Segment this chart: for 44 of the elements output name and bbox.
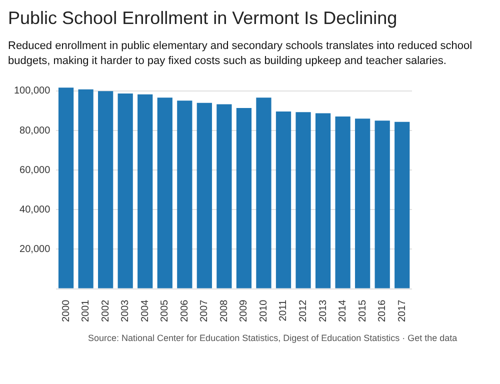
x-tick-label: 2001 [80, 299, 92, 322]
bar [256, 98, 272, 288]
bar [138, 94, 153, 288]
bar [157, 98, 172, 288]
x-tick-label: 2010 [258, 299, 270, 322]
bar [78, 89, 94, 288]
y-tick-label: 20,000 [20, 244, 51, 255]
bar [374, 120, 390, 288]
bar [236, 108, 252, 288]
x-tick-label: 2012 [298, 299, 310, 322]
chart-title: Public School Enrollment in Vermont Is Declining [8, 8, 398, 29]
y-tick-label: 40,000 [20, 204, 51, 216]
x-tick-label: 2015 [357, 299, 368, 322]
bar [296, 112, 311, 288]
x-tick-label: 2014 [338, 299, 349, 322]
y-tick-label: 80,000 [20, 125, 51, 136]
bar [216, 104, 232, 288]
x-tick-label: 2000 [60, 299, 72, 322]
x-tick-label: 2016 [377, 299, 388, 322]
x-tick-label: 2017 [396, 299, 408, 322]
x-tick-label: 2003 [120, 299, 132, 322]
bar [355, 118, 370, 288]
x-tick-label: 2011 [278, 299, 290, 322]
x-tick-label: 2008 [218, 299, 230, 322]
chart-subtitle: Reduced enrollment in public elementary and secondary schools translates into reduced school budgets, making it harder to pay fixed costs such as building upkeep and teacher salaries. [8, 39, 474, 69]
x-tick-label: 2007 [199, 299, 210, 322]
x-tick-label: 2006 [179, 299, 190, 322]
y-tick-label: 100,000 [14, 86, 51, 97]
bar [315, 113, 331, 288]
bar [335, 116, 350, 288]
y-tick-label: 60,000 [20, 164, 51, 176]
x-tick-label: 2002 [100, 299, 112, 322]
x-tick-label: 2009 [238, 299, 250, 322]
source-note: Source: National Center for Education Statistics, Digest of Education Statistics · Get the data [88, 333, 458, 343]
x-tick-label: 2004 [140, 299, 151, 322]
bar [177, 100, 192, 288]
x-tick-label: 2005 [160, 299, 171, 322]
bar [58, 88, 74, 288]
bar [118, 94, 133, 288]
bar [394, 122, 410, 288]
bar [196, 102, 212, 288]
bar [98, 91, 114, 288]
x-tick-label: 2013 [318, 299, 329, 322]
bar [276, 112, 292, 288]
